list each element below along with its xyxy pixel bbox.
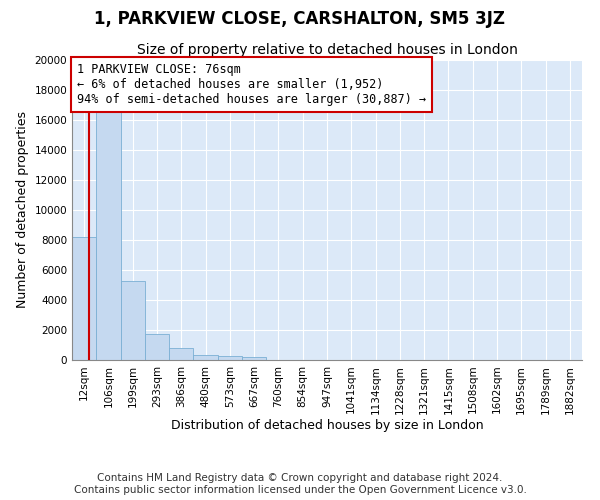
Text: 1, PARKVIEW CLOSE, CARSHALTON, SM5 3JZ: 1, PARKVIEW CLOSE, CARSHALTON, SM5 3JZ xyxy=(95,10,505,28)
X-axis label: Distribution of detached houses by size in London: Distribution of detached houses by size … xyxy=(170,419,484,432)
Y-axis label: Number of detached properties: Number of detached properties xyxy=(16,112,29,308)
Bar xyxy=(242,357,266,360)
Title: Size of property relative to detached houses in London: Size of property relative to detached ho… xyxy=(137,44,517,58)
Bar xyxy=(145,334,169,360)
Bar xyxy=(218,356,242,360)
Bar xyxy=(72,237,96,360)
Bar xyxy=(169,348,193,360)
Bar xyxy=(193,355,218,360)
Text: 1 PARKVIEW CLOSE: 76sqm
← 6% of detached houses are smaller (1,952)
94% of semi-: 1 PARKVIEW CLOSE: 76sqm ← 6% of detached… xyxy=(77,63,426,106)
Text: Contains HM Land Registry data © Crown copyright and database right 2024.
Contai: Contains HM Land Registry data © Crown c… xyxy=(74,474,526,495)
Bar xyxy=(96,110,121,360)
Bar xyxy=(121,280,145,360)
